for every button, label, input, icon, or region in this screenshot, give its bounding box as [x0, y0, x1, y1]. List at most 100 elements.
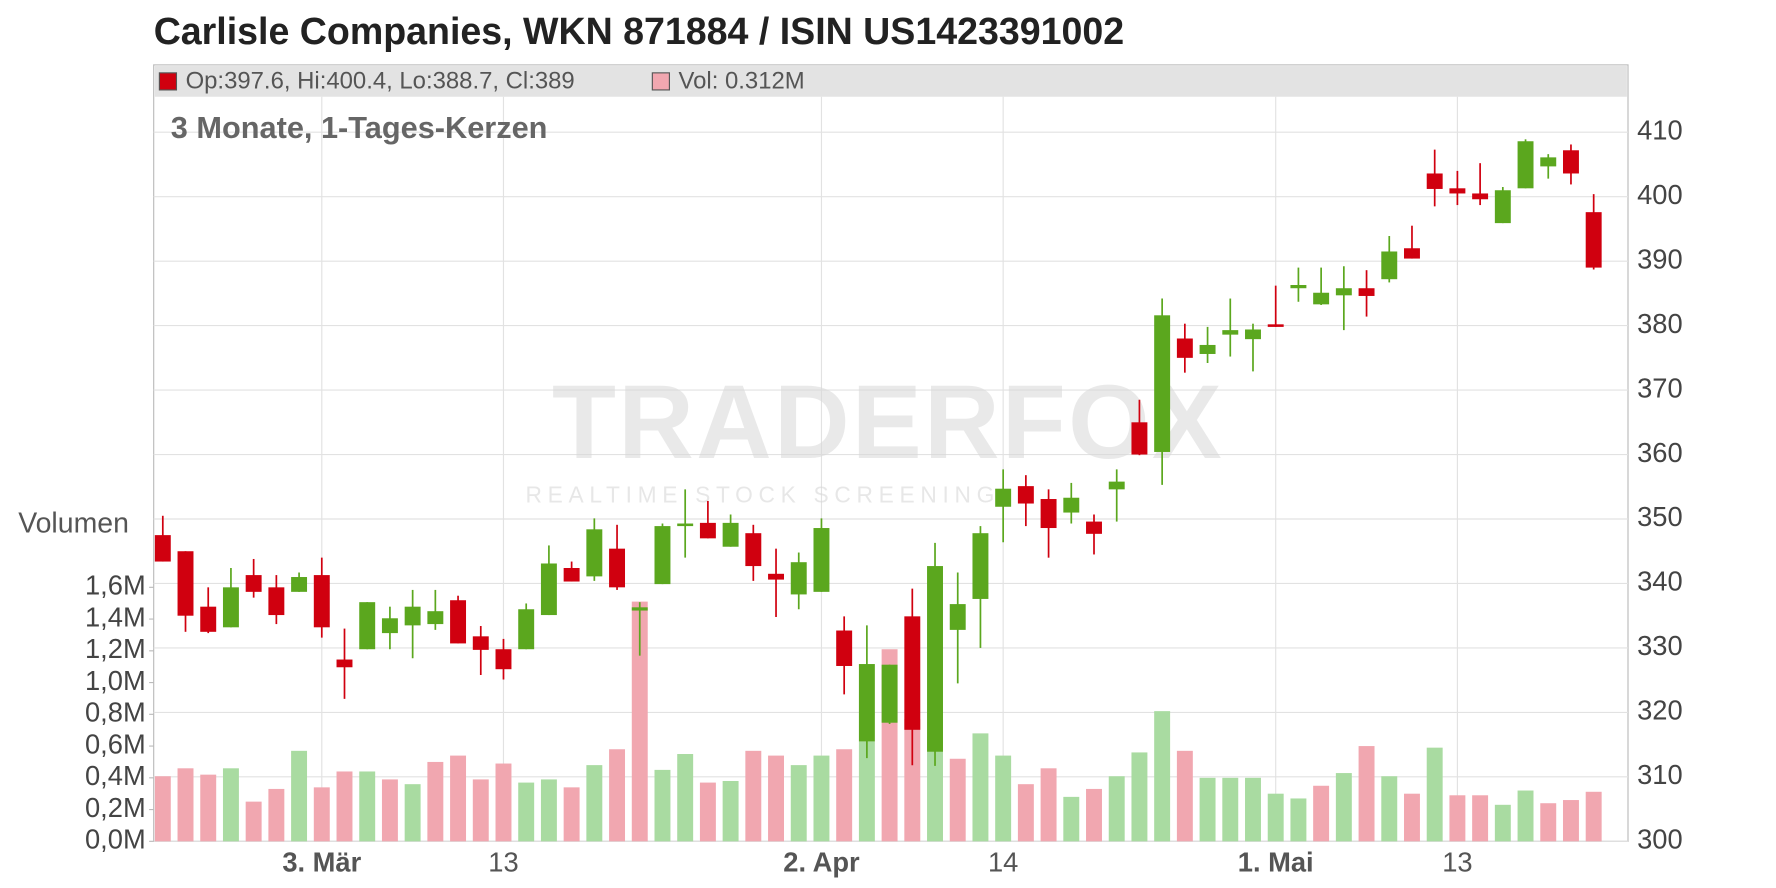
volume-bar — [154, 776, 171, 842]
volume-bar — [200, 774, 217, 842]
y2-tick-label: 0,2M — [85, 792, 146, 823]
volume-bar — [540, 779, 557, 842]
candle-body — [881, 664, 898, 723]
candle-body — [1472, 193, 1489, 200]
candle-body — [699, 522, 716, 539]
candle-body — [995, 488, 1012, 507]
volume-bar — [1494, 804, 1511, 842]
volume-bar — [790, 765, 807, 842]
volume-bar — [495, 763, 512, 842]
candle-body — [586, 529, 603, 577]
candle-body — [631, 607, 648, 611]
volume-bar — [1086, 788, 1102, 842]
candle-body — [336, 659, 353, 668]
volume-bar — [745, 750, 762, 842]
volume-bar — [1199, 777, 1216, 842]
candle-body — [1176, 338, 1193, 358]
volume-bar — [904, 719, 921, 842]
subtitle: 3 Monate, 1-Tages-Kerzen — [171, 110, 548, 145]
candle-body — [1585, 212, 1602, 268]
x-tick-label: 2. Apr — [783, 846, 860, 877]
candle-body — [177, 551, 194, 616]
volume-bar — [1562, 800, 1579, 842]
candle-body — [359, 602, 376, 650]
volume-axis-label: Volumen — [18, 507, 129, 539]
y-tick-label: 380 — [1637, 308, 1683, 339]
candle-body — [768, 573, 785, 580]
candle-body — [268, 587, 285, 616]
volume-bar — [1313, 785, 1330, 842]
volume-bar — [268, 788, 285, 842]
volume-bar — [336, 771, 353, 842]
volume-bar — [1472, 795, 1489, 842]
candle-body — [1426, 173, 1443, 189]
volume-bar — [631, 601, 648, 842]
candle-body — [790, 562, 807, 595]
volume-bar — [836, 749, 853, 842]
candle-body — [1517, 141, 1534, 189]
candle-body — [1086, 521, 1102, 534]
y-tick-label: 390 — [1637, 243, 1683, 274]
volume-bar — [1017, 784, 1034, 842]
candle-body — [313, 575, 330, 628]
volume-bar — [768, 755, 785, 842]
y2-tick-label: 0,6M — [85, 728, 146, 759]
x-tick-label: 13 — [488, 846, 518, 877]
volume-bar — [313, 787, 330, 842]
volume-bar — [699, 782, 716, 842]
candle-body — [154, 535, 171, 562]
candle-body — [404, 606, 421, 626]
candle-body — [1404, 248, 1420, 259]
candle-body — [1017, 486, 1034, 504]
candle-body — [450, 600, 467, 644]
y-tick-label: 370 — [1637, 372, 1683, 403]
candle-body — [927, 566, 943, 752]
candle-body — [222, 587, 239, 628]
candle-body — [381, 618, 398, 634]
x-tick-label: 3. Mär — [282, 846, 361, 877]
candle-body — [1313, 292, 1330, 305]
y2-tick-label: 1,0M — [85, 665, 146, 696]
candle-body — [1131, 422, 1148, 455]
candle-body — [563, 567, 580, 582]
x-tick-label: 13 — [1442, 846, 1472, 877]
candle-body — [858, 664, 875, 742]
y-tick-label: 320 — [1637, 695, 1683, 726]
y2-tick-label: 1,6M — [85, 570, 146, 601]
candle-body — [518, 609, 535, 650]
candle-body — [245, 575, 262, 592]
candle-body — [677, 523, 694, 527]
candle-body — [1154, 315, 1171, 452]
legend-label: Op:397.6, Hi:400.4, Lo:388.7, Cl:389 — [186, 67, 575, 94]
candle-body — [904, 616, 921, 730]
volume-bar — [404, 784, 421, 842]
candle-body — [472, 636, 489, 650]
candle-body — [540, 563, 557, 616]
x-tick-label: 14 — [988, 846, 1018, 877]
candle-body — [1290, 285, 1307, 289]
y-tick-label: 350 — [1637, 501, 1683, 532]
volume-bar — [1063, 796, 1080, 842]
volume-bar — [1449, 795, 1466, 842]
y-tick-label: 300 — [1637, 824, 1683, 855]
candle-body — [427, 611, 444, 625]
candle-body — [291, 577, 308, 592]
volume-bar — [1267, 793, 1284, 842]
volume-bar — [1517, 790, 1534, 842]
y-tick-label: 340 — [1637, 566, 1683, 597]
candle-body — [1540, 157, 1557, 167]
candle-body — [1562, 150, 1579, 174]
volume-bar — [586, 765, 603, 842]
y2-tick-label: 1,4M — [85, 601, 146, 632]
candle-body — [1449, 188, 1466, 194]
candle-body — [1494, 190, 1511, 224]
volume-bar — [722, 780, 739, 842]
candle-body — [1222, 330, 1239, 335]
volume-bar — [1108, 776, 1125, 842]
volume-bar — [609, 749, 626, 842]
y2-tick-label: 1,2M — [85, 633, 146, 664]
volume-bar — [245, 801, 262, 842]
candle-body — [1040, 499, 1057, 529]
candle-body — [495, 649, 512, 670]
